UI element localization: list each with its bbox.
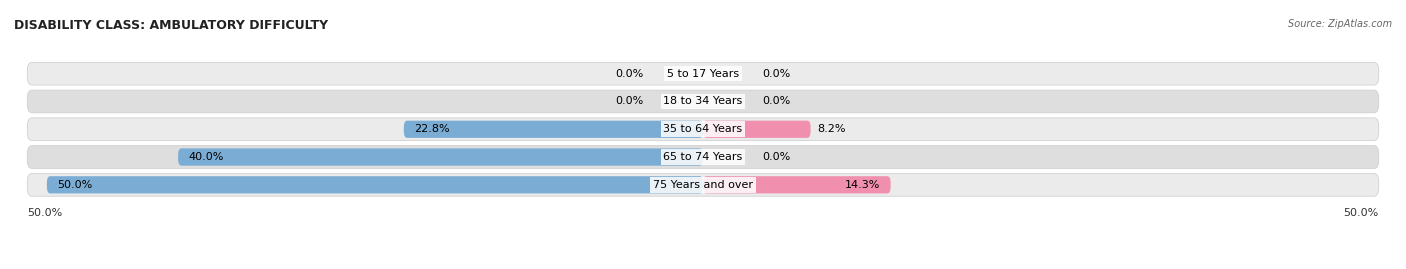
Text: 0.0%: 0.0% (616, 69, 644, 79)
FancyBboxPatch shape (179, 148, 703, 166)
Text: 0.0%: 0.0% (762, 152, 790, 162)
Text: 18 to 34 Years: 18 to 34 Years (664, 97, 742, 107)
FancyBboxPatch shape (404, 121, 703, 138)
Text: 75 Years and over: 75 Years and over (652, 180, 754, 190)
Text: 8.2%: 8.2% (817, 124, 845, 134)
FancyBboxPatch shape (27, 90, 1379, 113)
Text: 0.0%: 0.0% (762, 97, 790, 107)
Text: 5 to 17 Years: 5 to 17 Years (666, 69, 740, 79)
Text: 50.0%: 50.0% (58, 180, 93, 190)
FancyBboxPatch shape (27, 174, 1379, 196)
FancyBboxPatch shape (703, 121, 811, 138)
Text: 14.3%: 14.3% (845, 180, 880, 190)
Text: 65 to 74 Years: 65 to 74 Years (664, 152, 742, 162)
Text: 50.0%: 50.0% (1344, 208, 1379, 218)
Text: Source: ZipAtlas.com: Source: ZipAtlas.com (1288, 19, 1392, 29)
Text: 0.0%: 0.0% (762, 69, 790, 79)
Text: 22.8%: 22.8% (415, 124, 450, 134)
FancyBboxPatch shape (27, 146, 1379, 168)
Text: 40.0%: 40.0% (188, 152, 224, 162)
FancyBboxPatch shape (703, 176, 890, 193)
Text: 50.0%: 50.0% (27, 208, 62, 218)
Text: 35 to 64 Years: 35 to 64 Years (664, 124, 742, 134)
FancyBboxPatch shape (27, 62, 1379, 85)
Text: DISABILITY CLASS: AMBULATORY DIFFICULTY: DISABILITY CLASS: AMBULATORY DIFFICULTY (14, 19, 328, 32)
FancyBboxPatch shape (46, 176, 703, 193)
FancyBboxPatch shape (27, 118, 1379, 141)
Text: 0.0%: 0.0% (616, 97, 644, 107)
